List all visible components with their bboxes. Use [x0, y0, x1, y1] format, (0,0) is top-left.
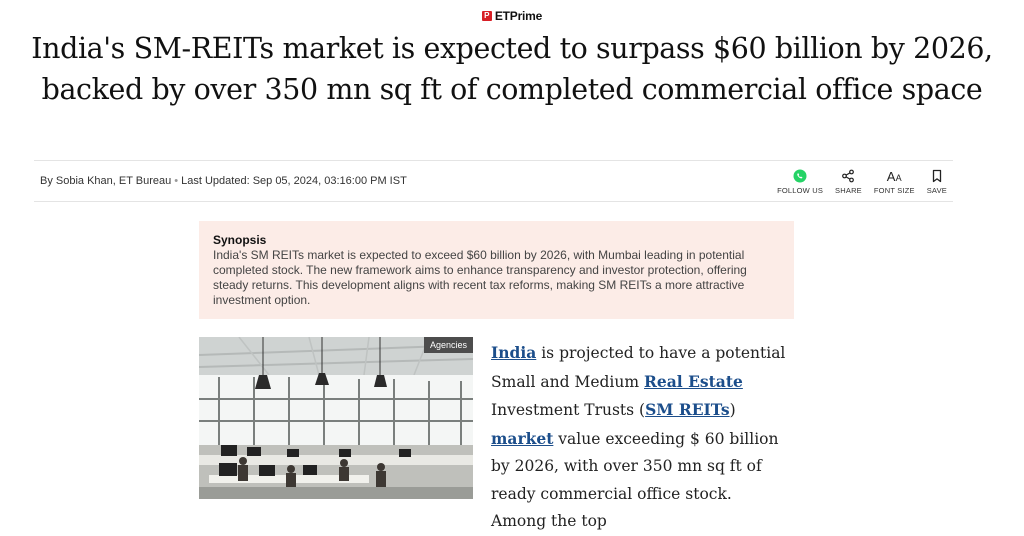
- bookmark-icon: [931, 168, 943, 184]
- article-headline: India's SM-REITs market is expected to s…: [31, 32, 993, 106]
- separator-dot: •: [174, 175, 179, 187]
- font-size-glyph-large: A: [886, 168, 896, 184]
- link-sm-reits[interactable]: SM REITs: [645, 400, 730, 419]
- follow-us-button[interactable]: FOLLOW US: [777, 168, 823, 195]
- share-button[interactable]: SHARE: [835, 168, 862, 195]
- brand-name: ETPrime: [494, 9, 543, 23]
- link-real-estate[interactable]: Real Estate: [644, 371, 743, 391]
- font-size-glyph-small: A: [895, 173, 902, 183]
- link-india[interactable]: India: [491, 343, 537, 362]
- font-size-label: FONT SIZE: [873, 186, 915, 195]
- image-credit: Agencies: [423, 337, 473, 353]
- office-photo: [199, 337, 473, 499]
- body-text-3: ): [729, 401, 736, 419]
- synopsis-box: Synopsis India's SM REITs market is expe…: [199, 221, 794, 319]
- synopsis-title: Synopsis: [213, 233, 267, 247]
- share-label: SHARE: [835, 186, 862, 195]
- last-updated: Last Updated: Sep 05, 2024, 03:16:00 PM …: [181, 175, 407, 187]
- link-market[interactable]: market: [491, 428, 554, 448]
- body-text-2: Investment Trusts (: [491, 401, 646, 419]
- share-icon: [841, 168, 855, 184]
- body-text-1: is projected to have a potential Small a…: [491, 344, 786, 391]
- save-label: SAVE: [926, 186, 947, 195]
- follow-us-label: FOLLOW US: [777, 186, 824, 195]
- synopsis-text: India's SM REITs market is expected to e…: [213, 248, 747, 307]
- author: By Sobia Khan, ET Bureau: [40, 175, 172, 187]
- etprime-logo-icon: P: [481, 11, 492, 21]
- article-meta-bar: By Sobia Khan, ET Bureau • Last Updated: S…: [34, 160, 953, 202]
- save-button[interactable]: SAVE: [927, 168, 947, 195]
- article-body: India is projected to have a potential S…: [491, 339, 791, 536]
- whatsapp-icon: [793, 168, 807, 184]
- byline: By Sobia Khan, ET Bureau • Last Updated: S…: [40, 175, 407, 187]
- article-image[interactable]: Agencies: [199, 337, 473, 499]
- brand-header[interactable]: P ETPrime: [0, 9, 1024, 23]
